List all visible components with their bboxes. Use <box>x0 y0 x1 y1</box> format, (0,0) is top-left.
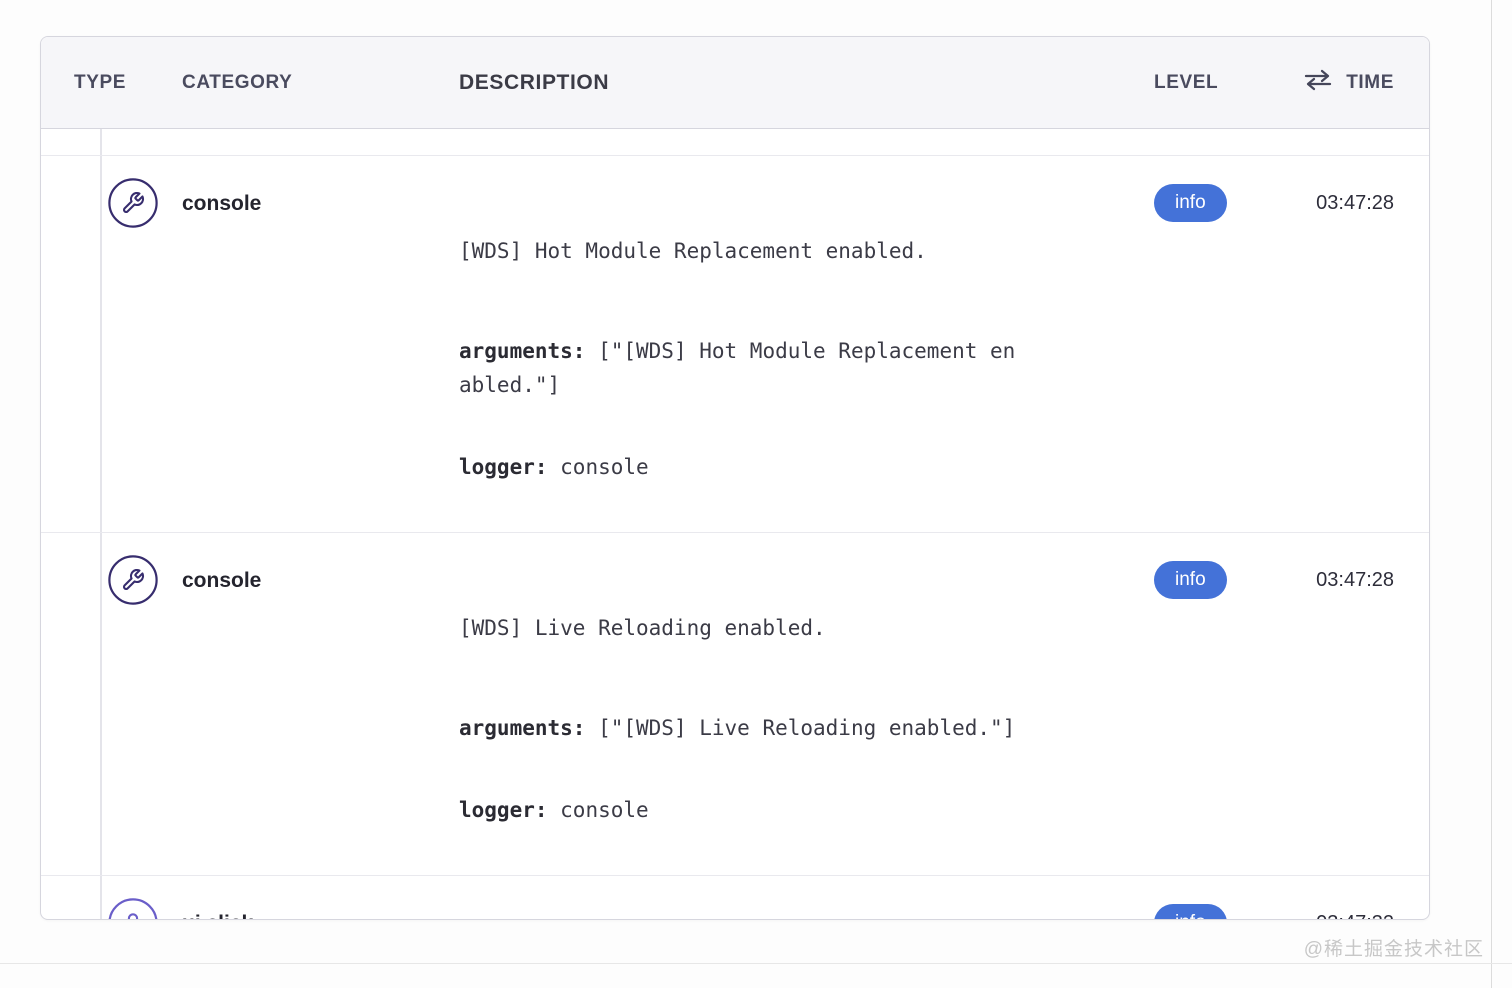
table-header-row: TYPE CATEGORY DESCRIPTION LEVEL TIME <box>41 37 1429 129</box>
breadcrumb-time: 03:47:28 <box>1316 569 1394 591</box>
breadcrumb-meta: arguments: ["[WDS] Live Reloading enable… <box>459 716 1016 740</box>
breadcrumbs-table: TYPE CATEGORY DESCRIPTION LEVEL TIME <box>40 36 1430 920</box>
level-badge: info <box>1154 184 1227 222</box>
level-badge: info <box>1154 561 1227 599</box>
breadcrumb-row-uiclick-1: ui.click body > div#app > div.team-compe… <box>41 876 1429 919</box>
breadcrumb-message: [WDS] Hot Module Replacement enabled. <box>459 239 927 263</box>
wrench-icon <box>108 178 158 232</box>
page-right-divider <box>1491 0 1492 988</box>
breadcrumb-message: [WDS] Live Reloading enabled. <box>459 616 826 640</box>
breadcrumb-category: console <box>182 192 262 215</box>
breadcrumb-category: console <box>182 569 262 592</box>
watermark-label: @稀土掘金技术社区 <box>1303 939 1484 960</box>
breadcrumb-time: 03:47:32 <box>1316 912 1394 919</box>
breadcrumb-description: [WDS] Hot Module Replacement enabled. ar… <box>459 178 1019 532</box>
breadcrumb-description: body > div#app > div.team-competition > … <box>459 898 1019 919</box>
page-bottom-divider <box>0 963 1512 964</box>
breadcrumb-row-console-1: console [WDS] Hot Module Replacement ena… <box>41 156 1429 533</box>
breadcrumb-meta: logger: console <box>459 455 649 479</box>
breadcrumb-description: [WDS] Live Reloading enabled. arguments:… <box>459 555 1019 875</box>
breadcrumb-meta: arguments: ["[WDS] Hot Module Replacemen… <box>459 339 1016 397</box>
breadcrumb-row-console-2: console [WDS] Live Reloading enabled. ar… <box>41 533 1429 876</box>
column-header-level: LEVEL <box>1154 71 1219 93</box>
column-header-type: TYPE <box>74 71 127 93</box>
level-badge: info <box>1154 904 1227 919</box>
breadcrumb-category: ui.click <box>182 912 253 919</box>
column-header-category: CATEGORY <box>182 71 293 93</box>
column-header-description: DESCRIPTION <box>459 70 610 94</box>
breadcrumb-time: 03:47:28 <box>1316 192 1394 214</box>
time-sort-control[interactable]: TIME <box>1303 69 1394 97</box>
partial-row <box>41 129 1429 156</box>
breadcrumb-meta: logger: console <box>459 798 649 822</box>
swap-arrows-icon <box>1303 69 1333 97</box>
column-header-time: TIME <box>1346 71 1394 93</box>
wrench-icon <box>108 555 158 609</box>
